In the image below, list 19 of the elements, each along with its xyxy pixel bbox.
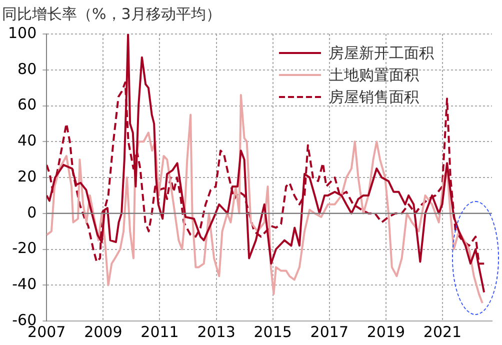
y-tick-label: 0 [27, 203, 37, 222]
y-tick-label: -40 [12, 275, 37, 294]
y-tick-label: 100 [8, 24, 37, 42]
x-tick-label: 2011 [140, 322, 179, 341]
x-tick-label: 2013 [197, 322, 236, 341]
chart-title: 同比增长率（%，3月移动平均） [2, 4, 221, 23]
y-tick-label: 40 [18, 132, 37, 150]
legend-label: 土地购置面积 [329, 66, 419, 84]
y-tick-label: 60 [18, 96, 37, 114]
y-tick-label: 20 [18, 167, 37, 186]
y-tick-label: 80 [18, 60, 37, 78]
x-tick-label: 2019 [366, 322, 406, 341]
legend-label: 房屋销售面积 [329, 88, 419, 106]
x-tick-label: 2009 [84, 322, 122, 341]
legend-label: 房屋新开工面积 [329, 44, 434, 62]
x-tick-label: 2015 [254, 322, 292, 341]
x-tick-label: 2017 [310, 322, 348, 341]
y-tick-label: -20 [12, 239, 37, 258]
x-tick-label: 2021 [423, 322, 462, 341]
